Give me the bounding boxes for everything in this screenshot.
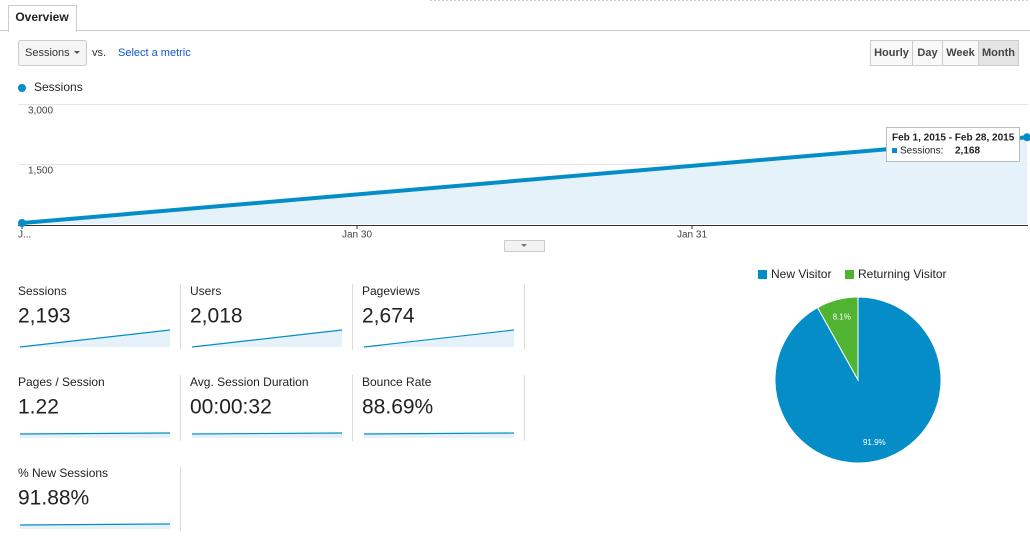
period-button[interactable]	[978, 40, 1019, 66]
handle-arrow	[521, 244, 527, 247]
x-tick-label: Jan 30	[342, 230, 372, 241]
metric-name: Users	[190, 284, 221, 298]
period-button[interactable]	[942, 40, 979, 66]
tab[interactable]	[8, 5, 77, 32]
tooltip-title: Feb 1, 2015 - Feb 28, 2015	[892, 133, 1015, 144]
sparkline	[19, 523, 171, 526]
tooltip-swatch	[892, 148, 897, 153]
metric-name: Sessions	[18, 284, 67, 298]
metric-name: Bounce Rate	[362, 375, 432, 389]
sessions-point	[18, 219, 26, 227]
metric-value: 1.22	[18, 396, 59, 419]
metric-value: 88.69%	[362, 396, 433, 419]
sessions-point	[1023, 133, 1030, 142]
period-label[interactable]: Day	[917, 47, 938, 59]
vs-label: vs.	[92, 47, 106, 59]
tooltip-value: 2,168	[955, 146, 980, 157]
pie-value-label: 91.9%	[863, 438, 886, 447]
dropdown-arrow	[74, 51, 80, 54]
metric-value: 91.88%	[18, 487, 89, 510]
tooltip	[886, 127, 1020, 162]
sparkline	[19, 432, 171, 435]
metric-value: 00:00:32	[190, 396, 272, 419]
pie-legend-label: New Visitor	[771, 267, 831, 281]
metric-name: Pageviews	[362, 284, 420, 298]
pie-value-label: 8.1%	[833, 312, 851, 321]
sparkline	[191, 329, 343, 348]
period-label[interactable]: Hourly	[874, 47, 910, 59]
y-tick-label: 3,000	[28, 106, 53, 117]
x-tick-label: Jan 31	[677, 230, 707, 241]
x-tick-label: J...	[18, 230, 31, 241]
metric-value: 2,193	[18, 305, 71, 328]
legend-label: Sessions	[34, 80, 83, 94]
legend-dot	[18, 84, 26, 92]
sessions-line	[21, 135, 1028, 225]
pie-legend-swatch	[845, 270, 854, 279]
sparkline	[363, 432, 515, 435]
tab-cover	[9, 30, 76, 32]
pie-legend-swatch	[758, 270, 767, 279]
sparkline	[191, 432, 343, 435]
metric-dropdown-label[interactable]: Sessions	[25, 47, 70, 59]
sparkline	[363, 329, 515, 348]
metric-name: Avg. Session Duration	[190, 375, 309, 389]
metric-name: Pages / Session	[18, 375, 105, 389]
metric-value: 2,674	[362, 305, 415, 328]
pie-slice	[816, 296, 859, 382]
y-tick-label: 1,500	[28, 166, 53, 177]
select-metric-link[interactable]: Select a metric	[118, 47, 191, 59]
sparkline	[19, 329, 171, 348]
metric-value: 2,018	[190, 305, 243, 328]
metric-dropdown[interactable]	[18, 40, 87, 66]
metric-name: % New Sessions	[18, 466, 108, 480]
period-button[interactable]	[912, 40, 943, 66]
pie-legend-label: Returning Visitor	[858, 267, 947, 281]
tooltip-label: Sessions:	[900, 146, 943, 157]
period-label[interactable]: Week	[946, 47, 975, 59]
period-label[interactable]: Month	[982, 47, 1015, 59]
tab-label[interactable]: Overview	[15, 10, 69, 24]
